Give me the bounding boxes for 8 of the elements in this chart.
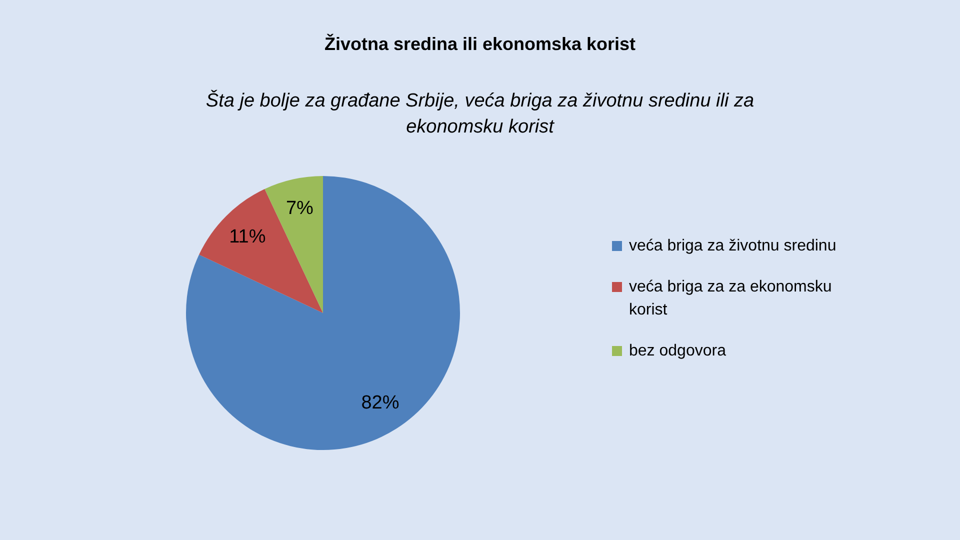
chart-title: Životna sredina ili ekonomska korist: [324, 32, 636, 54]
legend-label: veća briga za životnu sredinu: [629, 237, 836, 254]
legend-label: veća briga za za ekonomsku korist: [629, 278, 832, 318]
data-label: 11%: [229, 226, 266, 248]
legend-label: bez odgovora: [629, 342, 726, 360]
data-label: 7%: [286, 198, 314, 219]
chart-subtitle: Šta je bolje za građane Srbije, veća briga za životnu sredinu ili za ekonomsku korist: [206, 89, 754, 138]
data-label: 82%: [361, 392, 400, 414]
